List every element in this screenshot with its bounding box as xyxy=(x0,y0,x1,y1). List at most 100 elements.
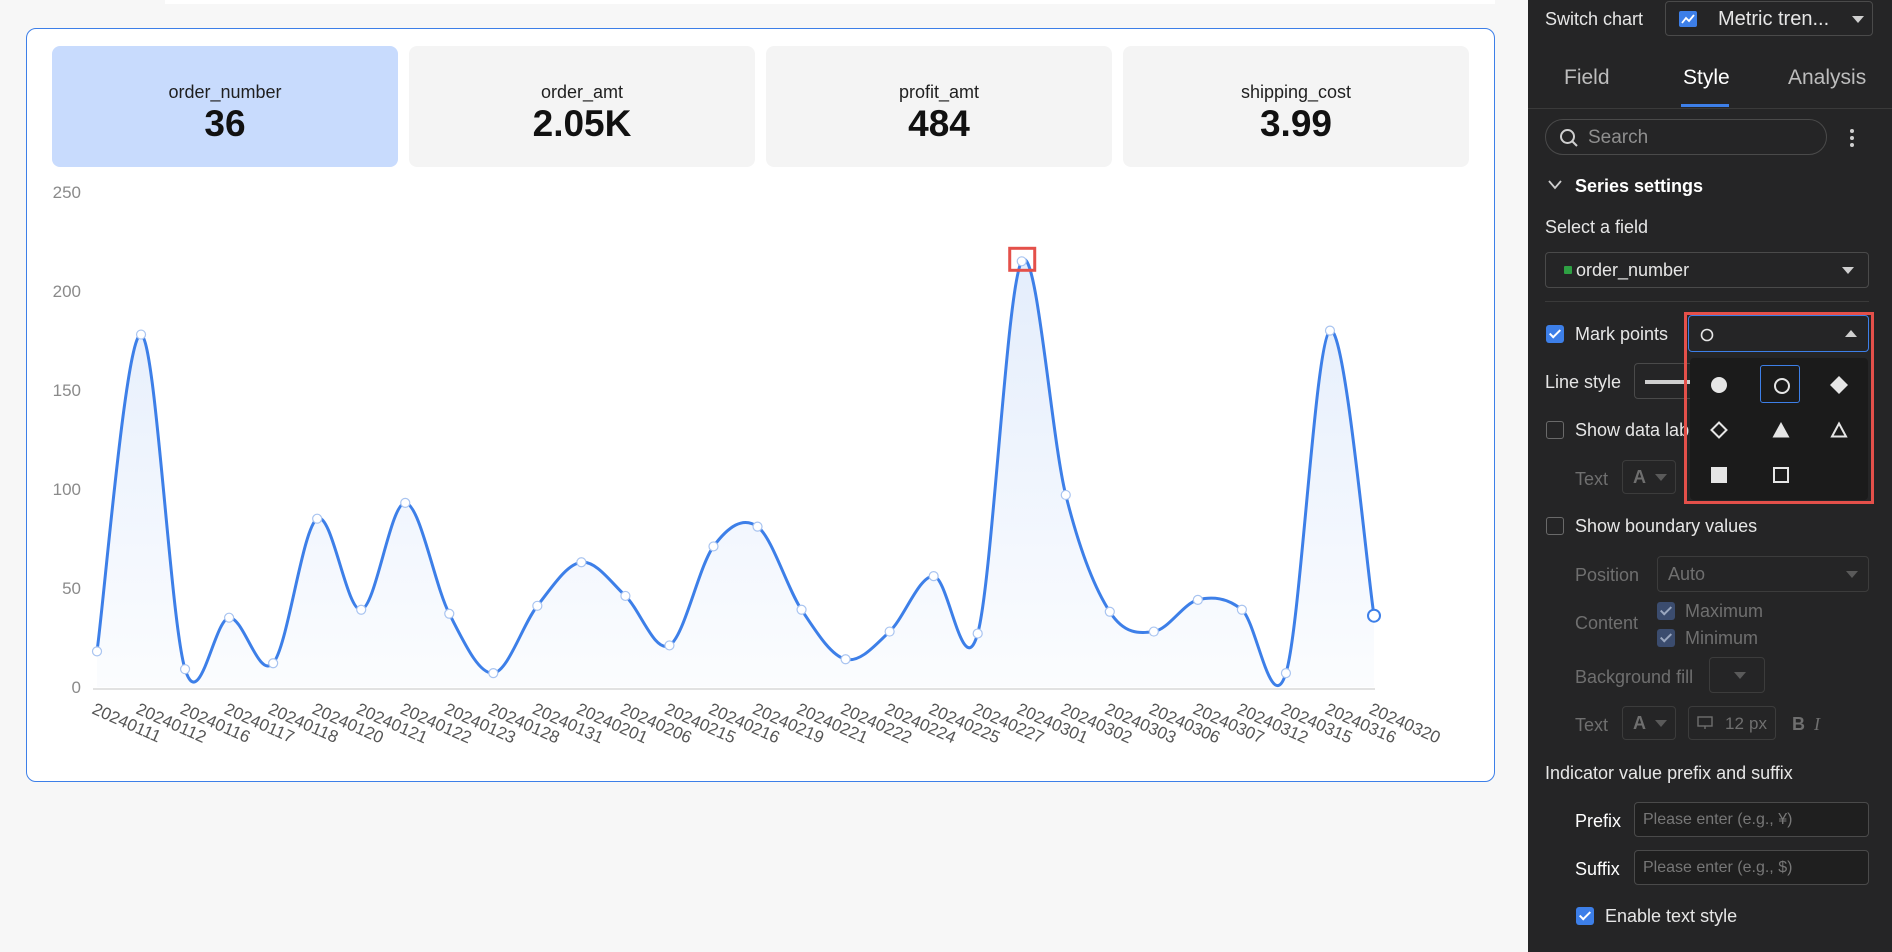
monitor-icon xyxy=(1697,716,1713,729)
italic-button[interactable]: I xyxy=(1814,714,1820,734)
select-field-dropdown[interactable]: order_number xyxy=(1545,252,1869,288)
y-tick-label: 200 xyxy=(53,282,81,301)
data-point[interactable] xyxy=(884,626,895,637)
select-field-value: order_number xyxy=(1576,260,1690,280)
search-icon xyxy=(1560,129,1578,147)
y-tick-label: 100 xyxy=(53,480,81,499)
kpi-card-order-amt[interactable]: order_amt 2.05K xyxy=(409,46,755,167)
divider xyxy=(1528,108,1892,109)
kpi-value: 484 xyxy=(908,103,970,144)
enable-text-style-checkbox[interactable] xyxy=(1576,907,1594,925)
font-letter: A xyxy=(1633,467,1646,487)
mark-point-shape-dropdown[interactable] xyxy=(1688,315,1869,352)
select-field-label: Select a field xyxy=(1545,217,1649,237)
content-label: Content xyxy=(1575,613,1639,633)
y-tick-label: 50 xyxy=(62,579,81,598)
hollow-triangle-icon xyxy=(1830,421,1848,438)
position-dropdown[interactable]: Auto xyxy=(1657,556,1869,592)
data-point[interactable] xyxy=(1324,325,1336,336)
chevron-down-icon xyxy=(1852,16,1864,23)
kpi-card-shipping-cost[interactable]: shipping_cost 3.99 xyxy=(1123,46,1469,167)
y-tick-label: 150 xyxy=(53,381,81,400)
data-point[interactable] xyxy=(1192,594,1203,605)
font-size-unit: px xyxy=(1749,714,1767,733)
kpi-value: 3.99 xyxy=(1259,103,1332,144)
data-point[interactable] xyxy=(1060,489,1071,501)
marker-option-filled-diamond[interactable] xyxy=(1818,365,1858,403)
kpi-card-profit-amt[interactable]: profit_amt 484 xyxy=(766,46,1112,167)
hollow-diamond-icon xyxy=(1710,421,1728,439)
marker-option-hollow-diamond[interactable] xyxy=(1698,410,1738,448)
tab-style[interactable]: Style xyxy=(1683,66,1730,89)
kpi-label: order_number xyxy=(168,82,282,102)
suffix-input[interactable]: Please enter (e.g., $) xyxy=(1634,850,1869,885)
show-data-labels-checkbox[interactable] xyxy=(1546,421,1564,439)
prefix-placeholder: Please enter (e.g., ¥) xyxy=(1643,811,1793,828)
enable-text-style-label: Enable text style xyxy=(1605,906,1738,926)
data-point[interactable] xyxy=(91,646,103,657)
boundary-font-dropdown[interactable]: A xyxy=(1622,706,1676,740)
data-point[interactable] xyxy=(576,557,587,568)
data-point[interactable] xyxy=(1236,604,1247,615)
active-tab-indicator xyxy=(1681,104,1729,107)
suffix-placeholder: Please enter (e.g., $) xyxy=(1643,859,1793,876)
data-point[interactable] xyxy=(268,658,279,669)
picker-highlight-box xyxy=(1684,312,1874,504)
tab-field[interactable]: Field xyxy=(1564,66,1610,89)
chart-type-value: Metric tren... xyxy=(1718,8,1830,30)
kpi-label: order_amt xyxy=(540,82,624,102)
mark-point-shape-picker xyxy=(1690,358,1868,500)
data-point[interactable] xyxy=(752,521,763,532)
data-point[interactable] xyxy=(224,612,235,623)
marker-option-filled-circle[interactable] xyxy=(1698,365,1738,403)
series-settings-heading[interactable]: Series settings xyxy=(1575,176,1704,196)
marker-option-filled-triangle[interactable] xyxy=(1760,410,1800,448)
data-point[interactable] xyxy=(928,571,939,582)
marker-option-hollow-circle[interactable] xyxy=(1760,365,1800,403)
tab-analysis[interactable]: Analysis xyxy=(1788,66,1867,89)
marker-option-hollow-triangle[interactable] xyxy=(1818,410,1858,448)
data-point[interactable] xyxy=(488,668,499,679)
more-options-icon[interactable] xyxy=(1847,127,1857,149)
mark-points-checkbox[interactable] xyxy=(1546,325,1564,343)
data-point[interactable] xyxy=(972,628,983,639)
chart-type-dropdown[interactable]: Metric tren... xyxy=(1665,1,1873,36)
search-input[interactable]: Search xyxy=(1545,119,1827,155)
prefix-input[interactable]: Please enter (e.g., ¥) xyxy=(1634,802,1869,837)
data-point[interactable] xyxy=(400,497,411,508)
data-point[interactable] xyxy=(1148,626,1159,637)
data-point[interactable] xyxy=(1367,608,1381,623)
data-point[interactable] xyxy=(1280,668,1292,679)
field-color-swatch xyxy=(1564,266,1572,274)
background-fill-dropdown[interactable] xyxy=(1709,657,1765,693)
text-font-dropdown[interactable]: A xyxy=(1622,460,1676,494)
marker-option-hollow-square[interactable] xyxy=(1760,455,1800,493)
maximum-label: Maximum xyxy=(1685,601,1764,621)
data-point[interactable] xyxy=(1016,256,1027,267)
data-point[interactable] xyxy=(312,513,323,524)
data-point[interactable] xyxy=(356,604,367,615)
data-point[interactable] xyxy=(708,541,719,552)
data-point[interactable] xyxy=(179,664,191,675)
maximum-checkbox[interactable] xyxy=(1657,602,1675,620)
bold-button[interactable]: B xyxy=(1792,714,1805,734)
data-point[interactable] xyxy=(796,604,807,615)
marker-option-filled-square[interactable] xyxy=(1698,455,1738,493)
hollow-square-icon xyxy=(1773,467,1789,483)
data-point[interactable] xyxy=(444,608,455,619)
data-point[interactable] xyxy=(620,590,631,602)
data-point[interactable] xyxy=(664,640,675,651)
kpi-card-order-number[interactable]: order_number 36 xyxy=(52,46,398,167)
show-boundary-values-checkbox[interactable] xyxy=(1546,517,1564,535)
font-size-input[interactable]: 12 px xyxy=(1688,706,1776,740)
data-point[interactable] xyxy=(135,329,147,340)
data-point[interactable] xyxy=(532,600,543,611)
minimum-checkbox[interactable] xyxy=(1657,629,1675,647)
chevron-down-icon[interactable] xyxy=(1548,180,1562,190)
data-point[interactable] xyxy=(840,654,851,665)
series-area xyxy=(97,259,1374,687)
chevron-down-icon xyxy=(1846,571,1858,578)
metric-trend-card[interactable]: order_number 36 order_amt 2.05K profit_a… xyxy=(26,28,1495,782)
prefix-label: Prefix xyxy=(1575,811,1622,831)
data-point[interactable] xyxy=(1104,606,1115,617)
